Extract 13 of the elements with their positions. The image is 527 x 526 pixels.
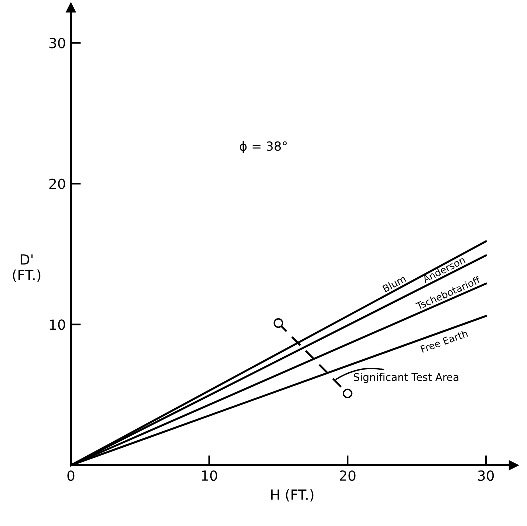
y-tick-label: 10 <box>50 320 66 330</box>
x-axis-title: H (FT.) <box>272 489 314 502</box>
x-tick-label: 20 <box>340 470 356 482</box>
y-tick-label: 20 <box>50 178 66 190</box>
x-tick-label: 0 <box>68 470 75 482</box>
y-axis-title: D' (FT.) <box>13 254 41 282</box>
text: Free Earth <box>420 330 468 354</box>
x-tick-label: 10 <box>202 470 218 482</box>
x-tick-label: 30 <box>478 470 494 482</box>
y-tick-label: 30 <box>50 38 66 49</box>
annotation: ϕ = 38° <box>240 141 287 154</box>
text: Blum <box>382 274 406 293</box>
annotation: Significant Test Area <box>354 373 459 384</box>
